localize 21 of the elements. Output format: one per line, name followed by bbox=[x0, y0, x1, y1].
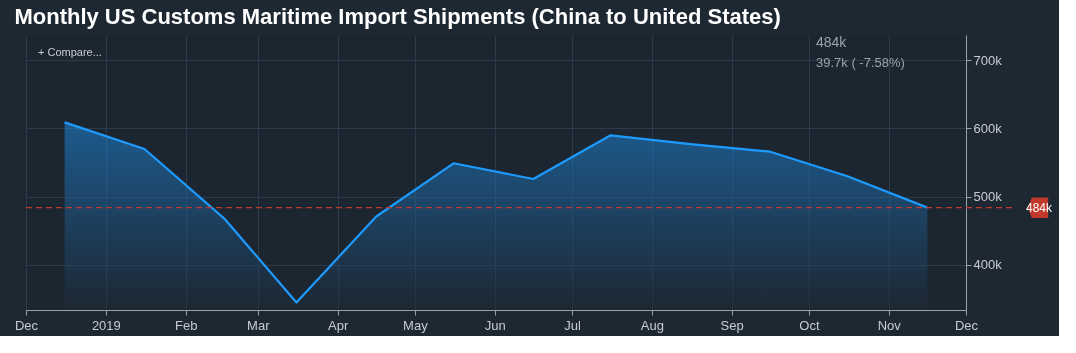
x-tick-label: Apr bbox=[328, 317, 349, 333]
annotation: + Compare... bbox=[38, 46, 102, 58]
x-tick-label: Jun bbox=[484, 317, 506, 333]
x-tick-label: Dec bbox=[954, 317, 979, 333]
x-tick-label: Mar bbox=[247, 317, 271, 333]
x-tick-label: Feb bbox=[174, 317, 198, 333]
y-tick-label: 400k bbox=[973, 257, 1003, 273]
x-tick-label: Oct bbox=[799, 317, 820, 333]
x-tick-label: Sep bbox=[720, 317, 744, 333]
x-tick-label: May bbox=[403, 317, 429, 333]
y-tick-label: 700k bbox=[973, 52, 1003, 68]
x-tick-label: Dec bbox=[14, 317, 39, 333]
annotation: 484k bbox=[816, 34, 848, 50]
x-tick-label: Aug bbox=[640, 317, 664, 333]
x-tick-label: 2019 bbox=[91, 317, 121, 333]
y-tick-label: 600k bbox=[973, 120, 1003, 136]
annotation: 39.7k ( -7.58%) bbox=[816, 55, 905, 70]
x-tick-label: Jul bbox=[564, 317, 581, 333]
y-tick-label: 500k bbox=[973, 189, 1003, 205]
x-tick-label: Nov bbox=[877, 317, 902, 333]
chart-title: Monthly US Customs Maritime Import Shipments (China to United States) bbox=[14, 4, 781, 29]
